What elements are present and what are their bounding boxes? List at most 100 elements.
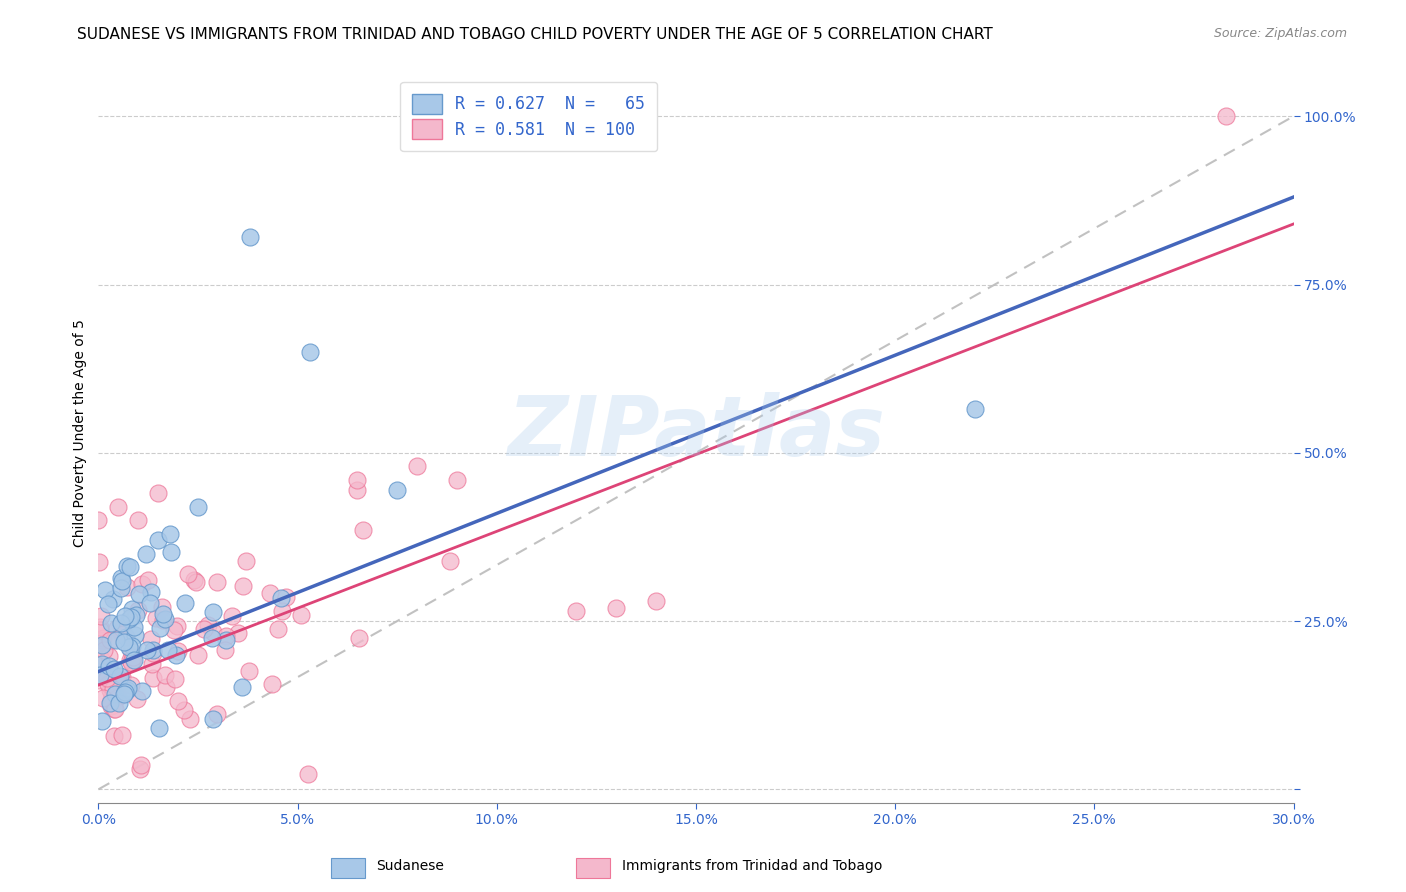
Point <box>346 483 368 497</box>
Point <box>297 767 319 781</box>
Point <box>117 611 139 625</box>
Point <box>100 699 122 714</box>
Point <box>202 605 225 619</box>
Point <box>231 680 253 694</box>
Point <box>187 648 209 662</box>
Point <box>235 554 257 568</box>
Point <box>163 673 186 687</box>
Point <box>274 590 297 604</box>
Point <box>141 657 163 671</box>
Point <box>117 580 139 594</box>
Point <box>121 653 143 667</box>
Point <box>174 596 197 610</box>
Point <box>104 702 127 716</box>
Point <box>215 629 238 643</box>
Point <box>101 682 124 697</box>
Point <box>135 547 157 561</box>
Text: Source: ZipAtlas.com: Source: ZipAtlas.com <box>1213 27 1347 40</box>
Point <box>89 673 111 687</box>
Point <box>108 696 131 710</box>
Point <box>97 598 120 612</box>
Point <box>226 626 249 640</box>
Point <box>148 721 170 735</box>
Point <box>446 473 468 487</box>
Point <box>97 677 120 691</box>
Point <box>205 574 228 589</box>
Point <box>197 618 219 632</box>
Point <box>110 625 132 640</box>
Point <box>117 681 139 695</box>
Point <box>565 604 588 618</box>
Point <box>90 609 112 624</box>
Point <box>159 545 181 559</box>
Point <box>267 622 290 636</box>
Point <box>96 671 118 685</box>
Point <box>103 729 125 743</box>
Point <box>121 602 143 616</box>
Point <box>103 662 125 676</box>
Point <box>260 676 283 690</box>
FancyBboxPatch shape <box>576 857 610 879</box>
Point <box>115 683 138 698</box>
Point <box>131 577 153 591</box>
Point <box>90 638 112 652</box>
Point <box>298 344 321 359</box>
Point <box>110 581 132 595</box>
Point <box>142 642 165 657</box>
Point <box>118 652 141 666</box>
Point <box>141 585 163 599</box>
Point <box>107 500 129 514</box>
Point <box>100 688 122 702</box>
Point <box>347 631 370 645</box>
Point <box>221 609 243 624</box>
Point <box>89 623 111 637</box>
Point <box>98 683 121 698</box>
Point <box>259 586 281 600</box>
Point <box>963 402 986 417</box>
Point <box>120 560 142 574</box>
Point <box>104 687 127 701</box>
Point <box>157 642 180 657</box>
Point <box>290 607 312 622</box>
Point <box>131 684 153 698</box>
Point <box>166 619 188 633</box>
Point <box>98 696 121 710</box>
Point <box>98 658 121 673</box>
Point <box>128 587 150 601</box>
Point <box>110 728 132 742</box>
Point <box>205 707 228 722</box>
Point <box>173 702 195 716</box>
Point <box>1215 109 1237 123</box>
Point <box>215 632 238 647</box>
Point <box>270 591 292 605</box>
Point <box>605 600 627 615</box>
Point <box>645 594 668 608</box>
Point <box>111 623 134 637</box>
Point <box>406 459 429 474</box>
Point <box>100 693 122 707</box>
Point <box>131 758 153 772</box>
Legend: R = 0.627  N =   65, R = 0.581  N = 100: R = 0.627 N = 65, R = 0.581 N = 100 <box>401 82 657 151</box>
Text: Sudanese: Sudanese <box>375 859 443 872</box>
Point <box>155 681 177 695</box>
Point <box>159 526 181 541</box>
Point <box>125 607 148 622</box>
Point <box>385 483 409 497</box>
Point <box>201 625 224 640</box>
Point <box>127 692 149 706</box>
Point <box>100 692 122 706</box>
Point <box>90 651 112 665</box>
Point <box>121 655 143 669</box>
Point <box>135 643 157 657</box>
Text: ZIPatlas: ZIPatlas <box>508 392 884 473</box>
Text: Immigrants from Trinidad and Tobago: Immigrants from Trinidad and Tobago <box>621 859 882 872</box>
Point <box>108 669 131 683</box>
Point <box>122 650 145 665</box>
Point <box>111 670 134 684</box>
Point <box>152 607 174 622</box>
Point <box>120 643 142 657</box>
Point <box>105 632 128 647</box>
Point <box>117 559 139 574</box>
Point <box>165 648 187 663</box>
Point <box>112 687 135 701</box>
